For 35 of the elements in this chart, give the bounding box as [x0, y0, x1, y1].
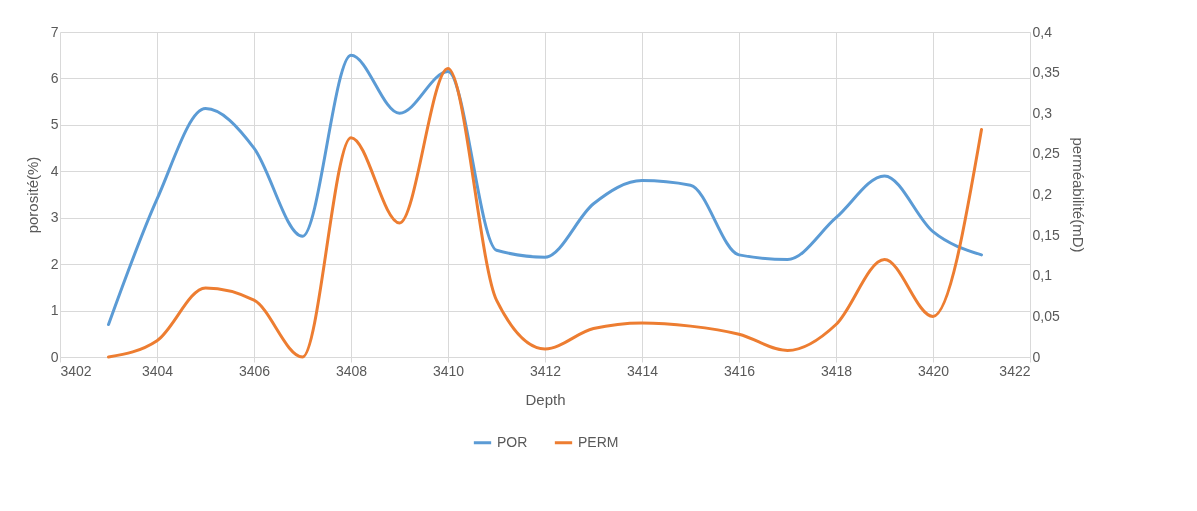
x-tick-label: 3412	[529, 362, 562, 379]
line-series	[107, 53, 983, 326]
y2-tick-label: 0,15	[1032, 226, 1060, 243]
y2-tick-label: 0,3	[1032, 104, 1053, 121]
x-tick-label: 3418	[820, 362, 853, 379]
x-tick-label: 3422	[999, 362, 1031, 379]
y2-axis-title: perméabilité(mD)	[1069, 137, 1087, 253]
x-tick-label: 3404	[141, 362, 174, 379]
y-tick-label: 7	[50, 23, 59, 40]
x-tick-label: 3420	[917, 362, 950, 379]
x-tick-label: 3410	[432, 362, 465, 379]
y2-tick-label: 0,4	[1032, 23, 1053, 40]
line-series	[107, 67, 983, 359]
y-tick-label: 0	[50, 348, 59, 365]
y2-tick-label: 0,1	[1032, 267, 1053, 284]
y-tick-label: 1	[50, 302, 59, 319]
y2-tick-label: 0	[1032, 348, 1041, 365]
y-tick-label: 4	[50, 162, 59, 179]
y2-tick-label: 0,05	[1032, 307, 1060, 324]
y-tick-label: 3	[50, 209, 59, 226]
x-tick-label: 3414	[626, 362, 659, 379]
x-axis-title: Depth	[525, 390, 566, 408]
legend-label: POR	[497, 433, 528, 450]
y-tick-label: 5	[50, 116, 59, 133]
legend-label: PERM	[578, 433, 619, 450]
y-tick-label: 2	[50, 255, 59, 272]
y-tick-label: 6	[50, 69, 59, 86]
x-tick-label: 3408	[335, 362, 368, 379]
y2-tick-label: 0,2	[1032, 186, 1053, 202]
x-tick-label: 3406	[238, 362, 271, 379]
y2-tick-label: 0,35	[1032, 64, 1060, 81]
y-axis-title: porosité(%)	[23, 156, 41, 234]
x-tick-label: 3416	[723, 362, 756, 379]
y2-tick-label: 0,25	[1032, 145, 1060, 162]
x-tick-label: 3402	[60, 362, 92, 379]
